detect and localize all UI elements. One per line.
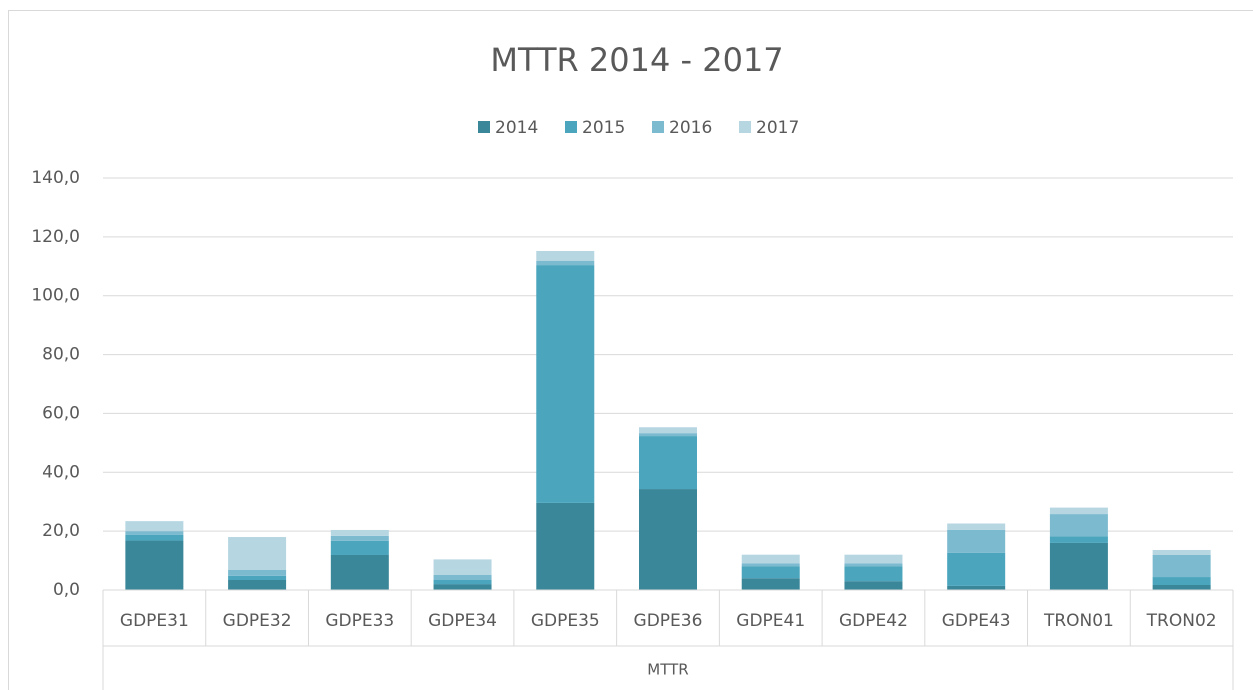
legend-swatch	[478, 121, 490, 133]
x-tick-label: GDPE32	[223, 611, 292, 631]
bar-segment	[1049, 507, 1108, 515]
y-tick-label: 120,0	[31, 227, 80, 247]
y-tick-label: 60,0	[42, 403, 80, 423]
bar-segment	[1152, 549, 1211, 555]
bar-segment	[639, 427, 697, 434]
chart-title: MTTR 2014 - 2017	[490, 41, 783, 79]
legend-swatch	[739, 121, 751, 133]
legend-swatch	[565, 121, 577, 133]
x-tick-label: TRON02	[1146, 611, 1217, 631]
x-tick-label: GDPE35	[531, 611, 600, 631]
group-label: MTTR	[647, 661, 688, 679]
bar-segment	[1152, 554, 1211, 578]
bar-segment	[741, 578, 800, 590]
bar-segment	[947, 529, 1006, 553]
bar-segment	[1049, 542, 1108, 590]
bar-segment	[844, 554, 903, 564]
bar-segment	[741, 566, 800, 579]
bar-segment	[125, 540, 184, 590]
x-tick-label: GDPE43	[942, 611, 1011, 631]
bar-segment	[228, 537, 287, 570]
bar-segment	[1152, 584, 1211, 590]
bar-segment	[228, 575, 287, 580]
bar-segment	[947, 523, 1006, 530]
y-tick-label: 40,0	[42, 462, 80, 482]
bar-segment	[536, 250, 595, 261]
bar-segment	[125, 534, 184, 541]
y-tick-label: 20,0	[42, 521, 80, 541]
bar-segment	[330, 540, 389, 555]
bar-segment	[536, 265, 595, 503]
y-tick-label: 80,0	[42, 345, 80, 365]
bar-segment	[1049, 514, 1108, 537]
legend-swatch	[652, 121, 664, 133]
legend-label: 2014	[495, 118, 538, 138]
y-tick-label: 140,0	[31, 168, 80, 188]
x-tick-label: GDPE36	[634, 611, 703, 631]
bar-segment	[639, 433, 697, 437]
bar-segment	[125, 521, 184, 532]
bar-segment	[433, 574, 492, 580]
x-tick-label: GDPE31	[120, 611, 189, 631]
legend-label: 2015	[582, 118, 625, 138]
bar-segment	[536, 502, 595, 590]
bar-segment	[228, 579, 287, 590]
bar-segment	[330, 554, 389, 590]
bar-segment	[741, 554, 800, 564]
chart-border	[8, 10, 1253, 690]
x-tick-label: GDPE34	[428, 611, 497, 631]
bar-segment	[1049, 536, 1108, 543]
bar-segment	[330, 529, 389, 536]
bar-segment	[536, 260, 595, 266]
x-tick-label: GDPE42	[839, 611, 908, 631]
bar-segment	[947, 585, 1006, 590]
bar-segment	[639, 489, 697, 590]
bar-segment	[947, 552, 1006, 586]
legend-label: 2017	[756, 118, 799, 138]
bar-segment	[433, 584, 492, 590]
bar-segment	[125, 531, 184, 535]
bar-segment	[1152, 577, 1211, 585]
bar-segment	[844, 581, 903, 590]
bar-segment	[844, 563, 903, 567]
legend-label: 2016	[669, 118, 712, 138]
bar-segment	[844, 566, 903, 582]
bar-segment	[228, 569, 287, 576]
y-tick-label: 0,0	[53, 580, 80, 600]
x-tick-label: GDPE33	[325, 611, 394, 631]
bar-segment	[433, 559, 492, 575]
x-tick-label: GDPE41	[736, 611, 805, 631]
x-tick-label: TRON01	[1043, 611, 1114, 631]
bar-segment	[433, 579, 492, 585]
bar-segment	[639, 436, 697, 490]
bar-segment	[330, 535, 389, 541]
bar-segment	[741, 563, 800, 567]
y-tick-label: 100,0	[31, 286, 80, 306]
